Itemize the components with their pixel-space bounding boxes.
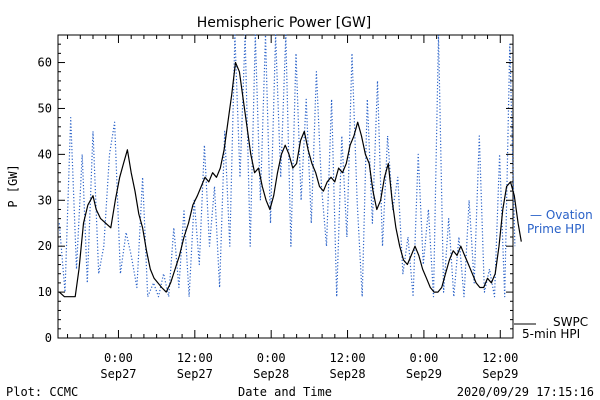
legend-swpc-label-2: 5-min HPI <box>522 327 580 341</box>
y-tick-label: 30 <box>38 193 52 207</box>
series-layer <box>58 34 522 298</box>
x-axis: 0:00 Sep27 12:00 Sep27 0:00 Sep28 12:00 Sep28 0:… <box>67 35 518 381</box>
plot-area <box>57 34 514 339</box>
footer-source: Plot: CCMC <box>6 385 78 399</box>
x-axis-label: Date and Time <box>238 385 332 399</box>
y-tick-label: 10 <box>38 285 52 299</box>
y-tick-label: 60 <box>38 56 52 70</box>
legend-ovation-label-2: Prime HPI <box>527 222 585 236</box>
x-tick-date-label: Sep29 <box>482 367 518 381</box>
x-tick-time-label: 12:00 <box>177 351 213 365</box>
x-tick-time-label: 0:00 <box>257 351 286 365</box>
x-tick-date-label: Sep27 <box>177 367 213 381</box>
x-tick-date-label: Sep27 <box>100 367 136 381</box>
footer-timestamp: 2020/09/29 17:15:16 <box>457 385 594 399</box>
chart-title: Hemispheric Power [GW] <box>197 15 372 31</box>
y-axis-label: P [GW] <box>6 164 20 207</box>
y-tick-label: 0 <box>45 331 52 345</box>
x-tick-time-label: 0:00 <box>104 351 133 365</box>
y-axis: 0 10 20 30 40 50 60 <box>38 43 513 345</box>
legend: — Ovation Prime HPI SWPC 5-min HPI <box>514 208 593 341</box>
series-ovation-prime-line <box>58 34 516 298</box>
plot-frame <box>57 34 514 339</box>
x-tick-time-label: 12:00 <box>482 351 518 365</box>
y-tick-label: 50 <box>38 101 52 115</box>
legend-swpc-label-1: SWPC <box>553 315 588 329</box>
x-tick-time-label: 12:00 <box>329 351 365 365</box>
legend-ovation-label-1: — Ovation <box>530 208 593 222</box>
x-tick-date-label: Sep28 <box>253 367 289 381</box>
x-tick-date-label: Sep29 <box>406 367 442 381</box>
y-tick-label: 20 <box>38 239 52 253</box>
x-tick-date-label: Sep28 <box>329 367 365 381</box>
x-tick-time-label: 0:00 <box>409 351 438 365</box>
y-tick-label: 40 <box>38 147 52 161</box>
series-swpc-line <box>58 61 522 298</box>
